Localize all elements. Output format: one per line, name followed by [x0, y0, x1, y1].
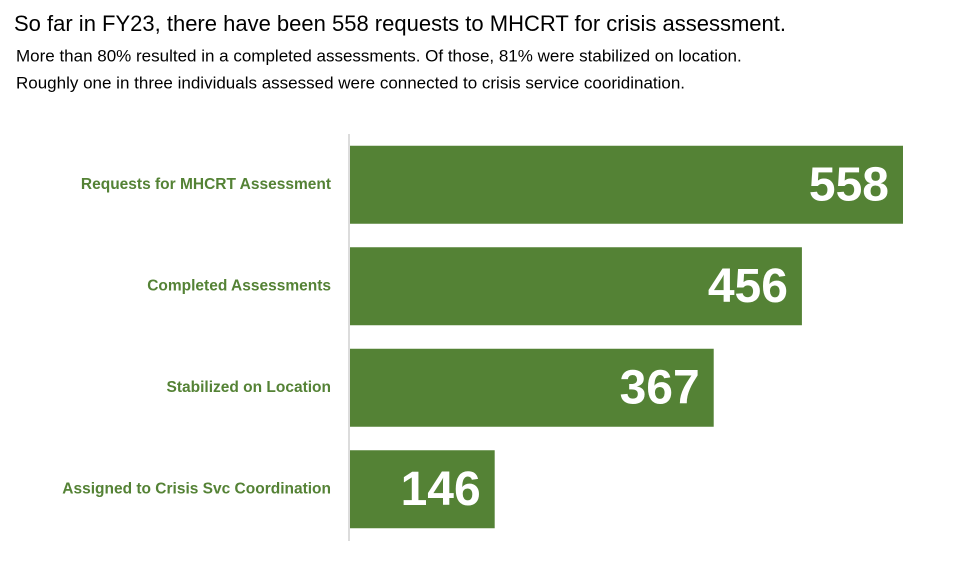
value-label: 146: [401, 463, 481, 516]
bar: [350, 247, 802, 326]
value-label: 558: [809, 158, 889, 211]
category-label: Completed Assessments: [147, 277, 331, 294]
category-label: Stabilized on Location: [167, 379, 331, 396]
bar: [350, 145, 903, 224]
category-label: Assigned to Crisis Svc Coordination: [62, 480, 331, 497]
chart-title: So far in FY23, there have been 558 requ…: [14, 11, 786, 36]
chart-subtitle: Roughly one in three individuals assesse…: [16, 73, 685, 92]
bar: [350, 348, 714, 427]
bar: [350, 450, 495, 529]
value-label: 367: [620, 361, 700, 414]
value-label: 456: [708, 260, 788, 313]
category-label: Requests for MHCRT Assessment: [81, 176, 331, 193]
chart-subtitle: More than 80% resulted in a completed as…: [16, 46, 742, 65]
